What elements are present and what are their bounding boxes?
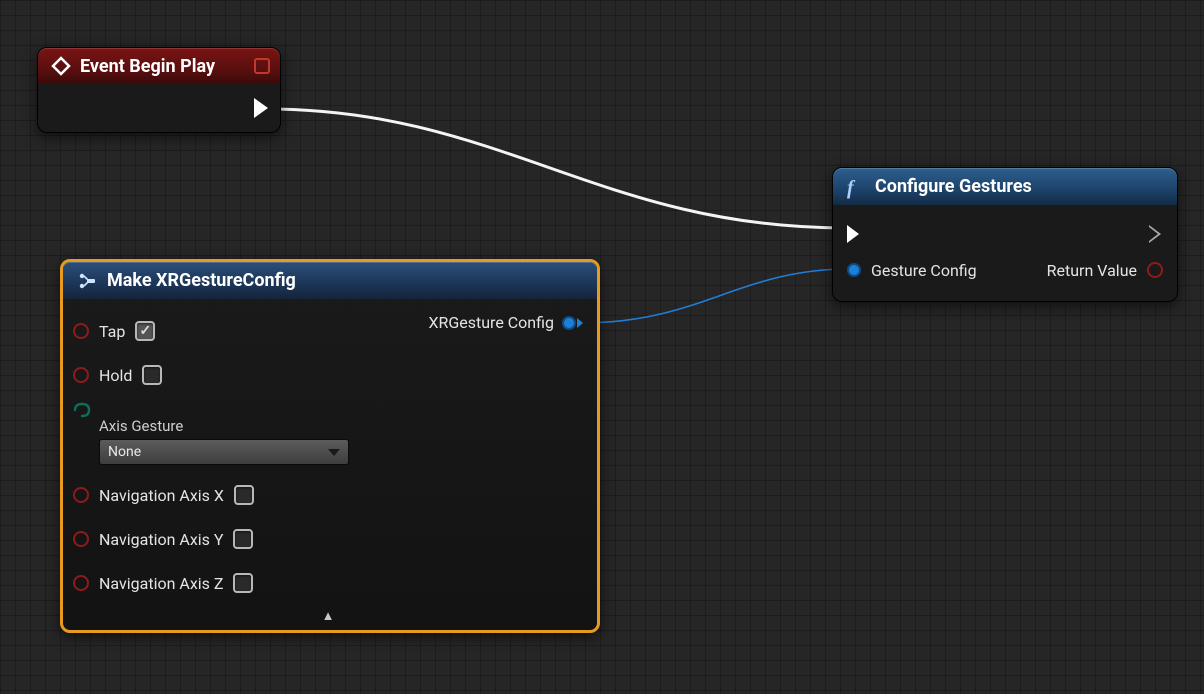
node-title: Configure Gestures	[875, 176, 1032, 197]
pin-label: Return Value	[1047, 261, 1137, 280]
bool-input-pin[interactable]	[73, 487, 89, 503]
checkbox-nav-x[interactable]	[234, 485, 254, 505]
node-title: Make XRGestureConfig	[107, 270, 296, 291]
exec-input-pin[interactable]	[847, 225, 859, 243]
input-row-nav-y: Navigation Axis Y	[73, 517, 583, 561]
bool-input-pin[interactable]	[73, 323, 89, 339]
input-row-hold: Hold	[73, 353, 583, 397]
pin-label: Gesture Config	[871, 261, 977, 280]
make-struct-icon	[77, 271, 97, 291]
chevron-down-icon	[328, 449, 340, 456]
node-body: XRGesture Config Tap Hold Axis Gesture	[63, 299, 597, 630]
struct-input-pin[interactable]: Gesture Config	[847, 261, 977, 280]
node-make-xrgestureconfig[interactable]: Make XRGestureConfig XRGesture Config Ta…	[60, 259, 600, 633]
node-body	[38, 84, 280, 132]
event-icon	[50, 55, 72, 77]
dropdown-value: None	[108, 444, 141, 460]
input-row-nav-z: Navigation Axis Z	[73, 561, 583, 605]
bool-input-pin[interactable]	[73, 575, 89, 591]
bool-input-pin[interactable]	[73, 531, 89, 547]
pin-label: Navigation Axis Z	[99, 574, 223, 593]
exec-output-pin[interactable]	[1149, 225, 1163, 243]
pin-label: Axis Gesture	[99, 417, 583, 435]
checkbox-nav-y[interactable]	[233, 529, 253, 549]
struct-wire	[582, 269, 849, 323]
bool-output-pin[interactable]: Return Value	[1047, 261, 1163, 280]
pin-label: Tap	[99, 322, 125, 341]
checkbox-nav-z[interactable]	[233, 573, 253, 593]
expand-arrow-icon[interactable]: ▲	[73, 605, 583, 624]
node-configure-gestures[interactable]: f Configure Gestures Gesture Config Retu…	[832, 167, 1178, 302]
checkbox-hold[interactable]	[142, 365, 162, 385]
axis-gesture-group: Axis Gesture None	[99, 417, 583, 465]
delegate-output-pin[interactable]	[254, 58, 270, 74]
exec-output-pin[interactable]	[254, 98, 268, 118]
node-event-begin-play[interactable]: Event Begin Play	[37, 47, 281, 133]
node-header[interactable]: Make XRGestureConfig	[63, 262, 597, 299]
node-header[interactable]: Event Begin Play	[38, 48, 280, 84]
bool-input-pin[interactable]	[73, 367, 89, 383]
struct-output-pin[interactable]: XRGesture Config	[428, 313, 583, 332]
dropdown-axis-gesture[interactable]: None	[99, 439, 349, 465]
pin-label: Navigation Axis Y	[99, 530, 223, 549]
exec-wire	[266, 109, 846, 228]
node-header[interactable]: f Configure Gestures	[833, 168, 1177, 205]
pin-label: Navigation Axis X	[99, 486, 224, 505]
checkbox-tap[interactable]	[135, 321, 155, 341]
pin-label: Hold	[99, 366, 132, 385]
input-row-nav-x: Navigation Axis X	[73, 473, 583, 517]
output-pin-label: XRGesture Config	[428, 313, 554, 332]
node-title: Event Begin Play	[80, 56, 254, 77]
enum-input-pin[interactable]	[73, 401, 91, 419]
node-body: Gesture Config Return Value	[833, 205, 1177, 301]
function-icon: f	[847, 177, 865, 197]
